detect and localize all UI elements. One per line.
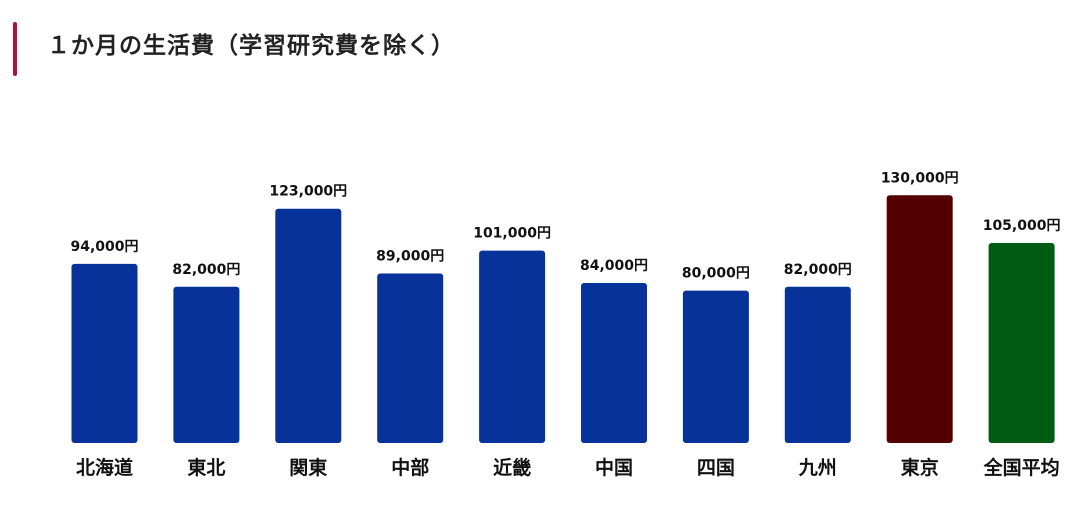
bar-value-label-5: 84,000円: [580, 258, 648, 274]
category-label-2: 関東: [289, 456, 327, 479]
bar-value-label-0: 94,000円: [70, 239, 138, 255]
bar-2: [275, 208, 342, 443]
bar-4: [479, 250, 546, 443]
bar-value-label-7: 82,000円: [784, 262, 852, 278]
bar-value-label-3: 89,000円: [376, 249, 444, 265]
chart-header: １か月の生活費（学習研究費を除く）: [13, 22, 455, 76]
title-accent-bar: [13, 22, 17, 76]
bar-5: [581, 283, 647, 443]
bar-8: [886, 195, 953, 443]
category-label-4: 近畿: [493, 456, 531, 479]
category-label-3: 中部: [391, 456, 429, 479]
bar-9: [988, 243, 1055, 443]
bar-value-label-9: 105,000円: [983, 218, 1061, 234]
category-label-0: 北海道: [76, 456, 133, 479]
category-label-1: 東北: [187, 456, 225, 479]
bar-value-label-1: 82,000円: [172, 262, 240, 278]
bar-6: [682, 290, 749, 443]
category-label-6: 四国: [697, 457, 735, 479]
bar-3: [377, 273, 444, 443]
category-label-5: 中国: [595, 456, 633, 479]
bar-value-label-6: 80,000円: [682, 266, 750, 282]
bar-0: [71, 263, 138, 443]
bar-7: [784, 286, 851, 443]
chart-title: １か月の生活費（学習研究費を除く）: [47, 33, 455, 59]
bar-value-label-4: 101,000円: [473, 226, 551, 242]
category-label-7: 九州: [798, 457, 837, 479]
category-label-8: 東京: [901, 456, 939, 479]
bar-1: [173, 286, 240, 443]
category-label-9: 全国平均: [983, 456, 1060, 479]
bar-value-label-8: 130,000円: [881, 170, 959, 186]
bar-value-label-2: 123,000円: [269, 184, 347, 200]
